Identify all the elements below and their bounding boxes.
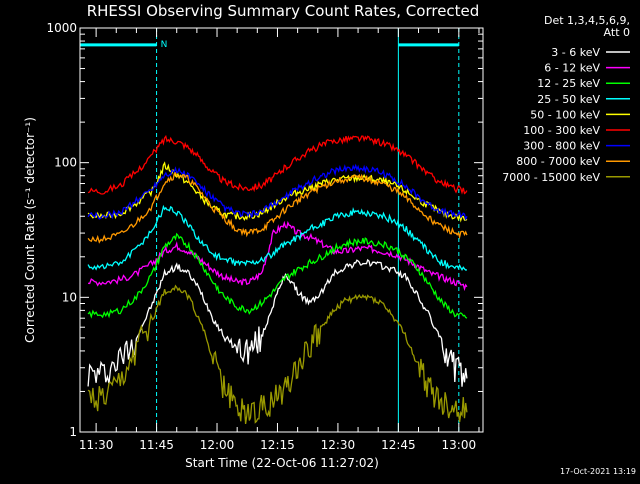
axes: 1 10 100 1000 11:30 11:45 12:00 12:15 12:30 12:45… <box>46 21 483 452</box>
series-line-7000-15000-kev <box>87 284 468 424</box>
x-tick-label: 13:00 <box>442 438 477 452</box>
series-line-12-25-kev <box>87 232 468 319</box>
legend-label: 25 - 50 keV <box>537 93 600 106</box>
chart-title: RHESSI Observing Summary Count Rates, Co… <box>87 2 480 20</box>
legend-label: 3 - 6 keV <box>551 46 600 59</box>
series-line-25-50-kev <box>87 204 468 272</box>
legend-header-line: Det 1,3,4,5,6,9, <box>544 14 630 27</box>
x-tick-label: 12:30 <box>321 438 356 452</box>
x-tick-label: 12:00 <box>200 438 235 452</box>
legend-label: 800 - 7000 keV <box>516 155 600 168</box>
y-tick-label: 100 <box>54 156 77 170</box>
y-tick-label: 1000 <box>46 21 77 35</box>
x-axis-title: Start Time (22-Oct-06 11:27:02) <box>185 456 379 470</box>
legend-label: 7000 - 15000 keV <box>502 171 600 184</box>
y-axis-title: Corrected Count Rate (s⁻¹ detector⁻¹) <box>23 117 37 343</box>
plot-frame <box>79 27 484 433</box>
x-tick-label: 11:30 <box>79 438 114 452</box>
legend-label: 100 - 300 keV <box>523 124 600 137</box>
legend-label: 6 - 12 keV <box>544 62 600 75</box>
legend: Det 1,3,4,5,6,9,Att 0 3 - 6 keV 6 - 12 keV… <box>502 14 630 184</box>
legend-label: 12 - 25 keV <box>537 77 600 90</box>
series-line-3-6-kev <box>87 258 468 387</box>
series-line-50-100-kev <box>87 161 468 223</box>
legend-label: 300 - 800 keV <box>523 140 600 153</box>
y-tick-label: 1 <box>69 425 77 439</box>
x-tick-label: 11:45 <box>139 438 174 452</box>
legend-header-line: Att 0 <box>604 26 630 39</box>
series-line-300-800-kev <box>87 163 468 222</box>
series-line-6-12-kev <box>88 220 468 292</box>
flag-label: N <box>161 40 168 50</box>
plot-area: N <box>80 28 468 432</box>
generated-timestamp: 17-Oct-2021 13:19 <box>560 467 636 476</box>
x-tick-label: 12:15 <box>260 438 295 452</box>
legend-label: 50 - 100 keV <box>530 108 600 121</box>
series-line-100-300-kev <box>87 134 468 195</box>
x-tick-label: 12:45 <box>381 438 416 452</box>
y-tick-label: 10 <box>62 290 77 304</box>
series-line-800-7000-kev <box>87 172 468 244</box>
